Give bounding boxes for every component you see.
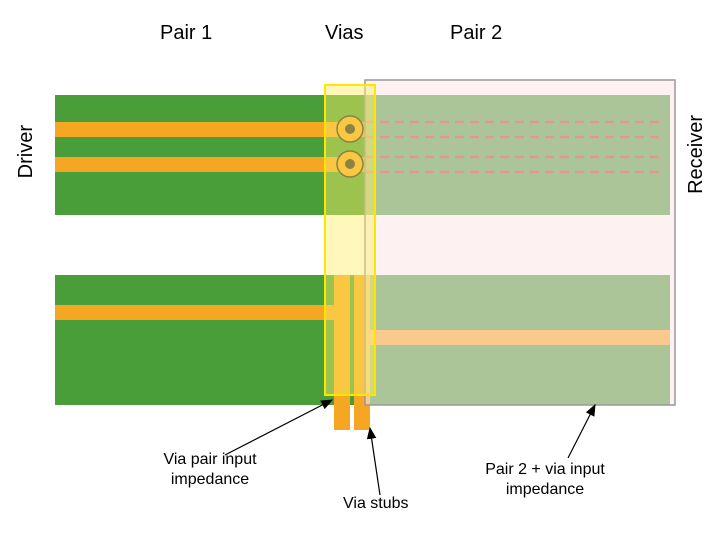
label-via-pair-input: Via pair input impedance xyxy=(145,450,275,490)
pcb-via-diagram xyxy=(0,0,717,535)
via-region xyxy=(325,85,375,395)
label-pair1: Pair 1 xyxy=(160,22,212,45)
label-pair2-via-input: Pair 2 + via input impedance xyxy=(470,460,620,500)
receiver-region xyxy=(365,80,675,405)
label-receiver: Receiver xyxy=(685,115,708,194)
label-pair2: Pair 2 xyxy=(450,22,502,45)
annotation-arrow-1 xyxy=(225,400,332,455)
label-via-stubs: Via stubs xyxy=(343,495,409,513)
annotation-arrow-3 xyxy=(568,405,595,458)
label-vias: Vias xyxy=(325,22,364,45)
label-driver: Driver xyxy=(15,125,38,178)
annotation-arrow-2 xyxy=(370,428,380,495)
trace-pair1-bottom xyxy=(55,157,365,172)
trace-pair1-top xyxy=(55,122,365,137)
cross-trace-left xyxy=(55,305,334,320)
